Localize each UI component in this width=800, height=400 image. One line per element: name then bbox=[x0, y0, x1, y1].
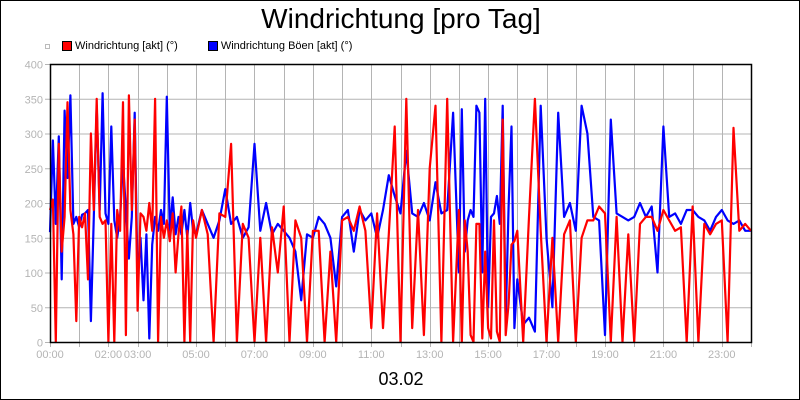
legend-item-windrichtung: Windrichtung [akt] (°) bbox=[62, 40, 178, 52]
series-line-boeen bbox=[48, 92, 751, 340]
y-tick-label: 350 bbox=[25, 94, 43, 106]
blue-swatch-icon bbox=[207, 41, 218, 51]
y-tick-label: 150 bbox=[25, 233, 43, 245]
legend-label: Windrichtung [akt] (°) bbox=[75, 40, 178, 52]
x-tick-label: 19:00 bbox=[591, 349, 619, 361]
x-axis-label: 03.02 bbox=[378, 369, 424, 389]
y-tick-label: 100 bbox=[25, 268, 43, 280]
x-tick-label: 07:00 bbox=[241, 349, 269, 361]
plot-border bbox=[49, 63, 753, 344]
x-tick-label: 11:00 bbox=[358, 349, 385, 361]
legend-marker-icon bbox=[45, 43, 50, 49]
x-tick-label: 17:00 bbox=[533, 349, 561, 361]
x-tick-label: 00:00 bbox=[36, 349, 64, 361]
y-tick-label: 250 bbox=[25, 164, 43, 176]
legend-label: Windrichtung Böen [akt] (°) bbox=[220, 40, 353, 52]
y-tick-label: 50 bbox=[31, 303, 43, 315]
x-tick-label: 03:00 bbox=[124, 349, 152, 361]
red-swatch-icon bbox=[62, 41, 72, 51]
x-tick-label: 09:00 bbox=[299, 349, 327, 361]
x-tick-label: 05:00 bbox=[182, 349, 210, 361]
x-tick-label: 15:00 bbox=[474, 349, 502, 361]
legend-item-windrichtung-boeen: Windrichtung Böen [akt] (°) bbox=[207, 40, 353, 52]
chart-title: Windrichtung [pro Tag] bbox=[261, 3, 541, 34]
series-line-windrichtung bbox=[48, 94, 752, 344]
y-tick-label: 400 bbox=[25, 60, 43, 72]
x-tick-label: 02:00 bbox=[95, 349, 123, 361]
x-tick-label: 23:00 bbox=[708, 349, 736, 361]
y-tick-label: 200 bbox=[25, 199, 43, 211]
x-tick-label: 13:00 bbox=[416, 349, 444, 361]
y-tick-label: 300 bbox=[25, 129, 43, 141]
x-tick-label: 21:00 bbox=[650, 349, 678, 361]
chart-legend: Windrichtung [akt] (°) Windrichtung Böen… bbox=[45, 39, 382, 53]
y-tick-label: 0 bbox=[37, 338, 43, 350]
